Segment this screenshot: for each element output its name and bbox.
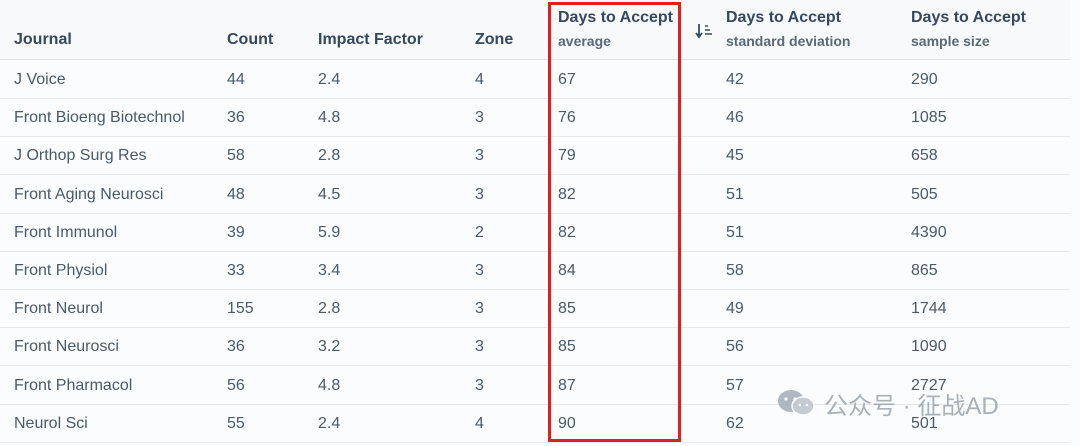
cell-impact-factor: 2.4 xyxy=(318,71,341,88)
cell-days-sd: 58 xyxy=(726,262,744,279)
table-row[interactable]: J Voice 44 2.4 4 67 42 290 xyxy=(0,61,1070,99)
cell-days-avg: 90 xyxy=(558,414,576,432)
table-row[interactable]: Front Neurosci 36 3.2 3 85 56 1090 xyxy=(0,328,1070,367)
cell-journal: J Orthop Surg Res xyxy=(14,147,147,165)
cell-impact-factor: 4.8 xyxy=(318,109,341,127)
cell-impact-factor: 2.8 xyxy=(318,300,341,318)
cell-count: 155 xyxy=(227,300,254,318)
sort-ascending-icon[interactable] xyxy=(695,22,713,40)
cell-days-avg: 82 xyxy=(558,185,576,203)
cell-days-avg: 85 xyxy=(558,338,576,356)
cell-count: 56 xyxy=(227,376,245,394)
cell-days-sd: 42 xyxy=(726,71,744,88)
header-journal[interactable]: Journal xyxy=(14,31,72,48)
header-days-sd-sub: standard deviation xyxy=(726,33,851,49)
cell-zone: 3 xyxy=(475,300,484,318)
cell-count: 48 xyxy=(227,185,245,203)
header-days-avg-sub: average xyxy=(558,33,611,49)
cell-zone: 3 xyxy=(475,338,484,356)
cell-days-ss: 4390 xyxy=(911,223,947,241)
table-row[interactable]: Front Pharmacol 56 4.8 3 87 57 2727 xyxy=(0,367,1070,405)
cell-zone: 3 xyxy=(475,185,484,203)
cell-days-sd: 62 xyxy=(726,414,744,432)
cell-journal: Front Pharmacol xyxy=(14,376,133,394)
cell-count: 55 xyxy=(227,414,245,432)
header-count[interactable]: Count xyxy=(227,31,274,48)
cell-days-ss: 2727 xyxy=(911,376,947,394)
cell-days-sd: 51 xyxy=(726,185,744,203)
cell-days-ss: 658 xyxy=(911,147,938,165)
cell-days-ss: 501 xyxy=(911,414,938,432)
cell-days-ss: 1744 xyxy=(911,300,947,318)
cell-days-avg: 85 xyxy=(558,300,576,318)
cell-days-ss: 1085 xyxy=(911,109,947,127)
cell-count: 44 xyxy=(227,71,245,88)
cell-journal: Front Physiol xyxy=(14,262,108,279)
wechat-icon xyxy=(778,390,815,416)
cell-journal: Front Bioeng Biotechnol xyxy=(14,109,185,127)
cell-days-ss: 1090 xyxy=(911,338,947,356)
cell-days-avg: 82 xyxy=(558,223,576,241)
cell-impact-factor: 4.5 xyxy=(318,185,341,203)
cell-zone: 3 xyxy=(475,109,484,127)
cell-journal: Neurol Sci xyxy=(14,414,88,432)
cell-impact-factor: 2.8 xyxy=(318,147,341,165)
table-row[interactable]: Front Neurol 155 2.8 3 85 49 1744 xyxy=(0,290,1070,329)
cell-days-avg: 79 xyxy=(558,147,576,165)
cell-zone: 4 xyxy=(475,71,484,88)
watermark-text: 公众号 · 征战AD xyxy=(824,392,999,420)
cell-days-sd: 51 xyxy=(726,223,744,241)
header-impact-factor[interactable]: Impact Factor xyxy=(318,31,423,48)
cell-zone: 3 xyxy=(475,147,484,165)
table-row[interactable]: J Orthop Surg Res 58 2.8 3 79 45 658 xyxy=(0,137,1070,176)
cell-journal: Front Neurosci xyxy=(14,338,119,356)
cell-days-ss: 505 xyxy=(911,185,938,203)
cell-impact-factor: 4.8 xyxy=(318,376,341,394)
table-row[interactable]: Front Physiol 33 3.4 3 84 58 865 xyxy=(0,252,1070,290)
cell-days-sd: 57 xyxy=(726,376,744,394)
cell-impact-factor: 5.9 xyxy=(318,223,341,241)
cell-days-ss: 865 xyxy=(911,262,938,279)
table-row[interactable]: Front Immunol 39 5.9 2 82 51 4390 xyxy=(0,214,1070,252)
cell-journal: Front Aging Neurosci xyxy=(14,185,164,203)
cell-count: 36 xyxy=(227,338,245,356)
cell-count: 36 xyxy=(227,109,245,127)
cell-journal: J Voice xyxy=(14,71,66,88)
table-row[interactable]: Neurol Sci 55 2.4 4 90 62 501 xyxy=(0,405,1070,443)
cell-count: 58 xyxy=(227,147,245,165)
watermark: 公众号 · 征战AD xyxy=(776,386,999,420)
cell-journal: Front Immunol xyxy=(14,223,118,241)
cell-days-sd: 49 xyxy=(726,300,744,318)
cell-days-avg: 87 xyxy=(558,376,576,394)
header-days-ss-sub: sample size xyxy=(911,33,990,49)
cell-days-sd: 56 xyxy=(726,338,744,356)
cell-impact-factor: 3.2 xyxy=(318,338,341,356)
cell-days-sd: 46 xyxy=(726,109,744,127)
cell-zone: 3 xyxy=(475,262,484,279)
cell-impact-factor: 3.4 xyxy=(318,262,341,279)
cell-count: 39 xyxy=(227,223,245,241)
cell-days-ss: 290 xyxy=(911,71,938,88)
table-header: Journal Count Impact Factor Zone Days to… xyxy=(0,0,1070,60)
cell-zone: 4 xyxy=(475,414,484,432)
table-row[interactable]: Front Aging Neurosci 48 4.5 3 82 51 505 xyxy=(0,176,1070,214)
cell-days-avg: 84 xyxy=(558,262,576,279)
cell-journal: Front Neurol xyxy=(14,300,103,318)
header-days-ss-title[interactable]: Days to Accept xyxy=(911,9,1026,26)
header-zone[interactable]: Zone xyxy=(475,31,514,48)
cell-count: 33 xyxy=(227,262,245,279)
cell-days-avg: 76 xyxy=(558,109,576,127)
cell-zone: 3 xyxy=(475,376,484,394)
header-days-avg-title[interactable]: Days to Accept xyxy=(558,9,673,26)
cell-zone: 2 xyxy=(475,223,484,241)
cell-impact-factor: 2.4 xyxy=(318,414,341,432)
cell-days-sd: 45 xyxy=(726,147,744,165)
header-days-sd-title[interactable]: Days to Accept xyxy=(726,9,841,26)
cell-days-avg: 67 xyxy=(558,71,576,88)
table-row[interactable]: Front Bioeng Biotechnol 36 4.8 3 76 46 1085 xyxy=(0,99,1070,138)
